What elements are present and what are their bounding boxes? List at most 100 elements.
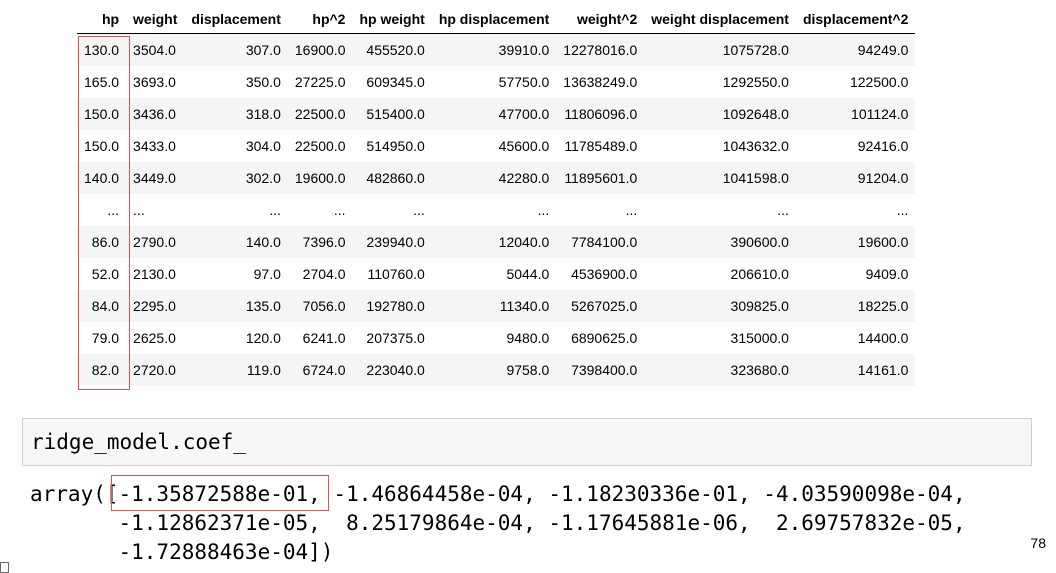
table-cell: 97.0 [184,258,288,290]
column-header: displacement^2 [795,5,916,34]
table-cell: 2720.0 [126,354,185,386]
table-cell: 223040.0 [352,354,432,386]
table-cell: 307.0 [184,33,288,66]
table-cell: 6890625.0 [556,322,645,354]
table-row: 84.0 2295.0 135.0 7056.0 192780.0 11340.0 5267… [77,290,916,322]
dataframe-table: hp weight displacement hp^2 hp weight hp disp… [77,5,916,386]
table-cell: 455520.0 [352,33,432,66]
table-cell: 3504.0 [126,33,185,66]
table-cell: 101124.0 [795,98,916,130]
table-cell: 4536900.0 [556,258,645,290]
table-cell: 1075728.0 [644,33,796,66]
table-cell: 39910.0 [431,33,557,66]
table-cell: 120.0 [184,322,288,354]
table-cell: 7784100.0 [556,226,645,258]
column-header: weight [126,5,185,34]
table-cell: 22500.0 [287,98,353,130]
table-row: ........................... [77,194,916,226]
table-row: 79.0 2625.0 120.0 6241.0 207375.0 9480.0 68906… [77,322,916,354]
table-cell: 5267025.0 [556,290,645,322]
table-cell: 12278016.0 [556,33,645,66]
table-cell: 3436.0 [126,98,185,130]
table-cell: 514950.0 [352,130,432,162]
table-cell: 130.0 [77,33,127,66]
table-cell: 57750.0 [431,66,557,98]
table-cell: 14400.0 [795,322,916,354]
table-cell: 122500.0 [795,66,916,98]
table-cell: 119.0 [184,354,288,386]
table-cell: 11785489.0 [556,130,645,162]
table-cell: 19600.0 [795,226,916,258]
table-cell: 19600.0 [287,162,353,194]
table-cell: 239940.0 [352,226,432,258]
table-cell: 482860.0 [352,162,432,194]
table-cell: 9758.0 [431,354,557,386]
table-cell: 11895601.0 [556,162,645,194]
table-cell: 150.0 [77,98,127,130]
table-cell: ... [431,194,557,226]
table-cell: 42280.0 [431,162,557,194]
table-cell: 3449.0 [126,162,185,194]
table-cell: 9409.0 [795,258,916,290]
table-cell: 315000.0 [644,322,796,354]
table-cell: 2295.0 [126,290,185,322]
table-cell: 2130.0 [126,258,185,290]
table-cell: 309825.0 [644,290,796,322]
output-line: -1.72888463e-04]) [30,540,334,564]
table-cell: ... [184,194,288,226]
table-cell: 2625.0 [126,322,185,354]
column-header: weight displacement [644,5,796,34]
corner-icon [0,562,9,573]
table-cell: 302.0 [184,162,288,194]
table-cell: 7396.0 [287,226,353,258]
table-cell: 16900.0 [287,33,353,66]
table-cell: 140.0 [77,162,127,194]
table-cell: ... [352,194,432,226]
table-cell: 79.0 [77,322,127,354]
table-cell: 82.0 [77,354,127,386]
table-cell: 5044.0 [431,258,557,290]
table-cell: 304.0 [184,130,288,162]
table-cell: ... [556,194,645,226]
table-cell: 515400.0 [352,98,432,130]
column-header: hp^2 [287,5,353,34]
table-body: 130.0 3504.0 307.0 16900.0 455520.0 39910.0 12… [77,33,916,386]
table-cell: 2704.0 [287,258,353,290]
table-cell: 390600.0 [644,226,796,258]
table-cell: 1041598.0 [644,162,796,194]
table-row: 86.0 2790.0 140.0 7396.0 239940.0 12040.0 7784… [77,226,916,258]
output-line: -1.12862371e-05, 8.25179864e-04, -1.1764… [30,511,966,535]
table-cell: 7398400.0 [556,354,645,386]
table-cell: 192780.0 [352,290,432,322]
column-header: hp weight [352,5,432,34]
table-cell: 11340.0 [431,290,557,322]
code-cell-input[interactable]: ridge_model.coef_ [22,418,1032,466]
table-cell: 165.0 [77,66,127,98]
table-cell: 318.0 [184,98,288,130]
code-cell-output: array([-1.35872588e-01, -1.46864458e-04,… [30,480,966,567]
table-cell: 7056.0 [287,290,353,322]
table-cell: 135.0 [184,290,288,322]
table-cell: 6241.0 [287,322,353,354]
table-cell: 1292550.0 [644,66,796,98]
column-header: displacement [184,5,288,34]
table-cell: 323680.0 [644,354,796,386]
table-cell: 1043632.0 [644,130,796,162]
table-cell: 14161.0 [795,354,916,386]
table-cell: 206610.0 [644,258,796,290]
table-cell: 52.0 [77,258,127,290]
column-header: weight^2 [556,5,645,34]
table-cell: 13638249.0 [556,66,645,98]
table-cell: 18225.0 [795,290,916,322]
table-cell: 22500.0 [287,130,353,162]
table-cell: 86.0 [77,226,127,258]
output-line: array([-1.35872588e-01, -1.46864458e-04,… [30,482,966,506]
table-cell: 207375.0 [352,322,432,354]
table-cell: 3433.0 [126,130,185,162]
table-cell: 47700.0 [431,98,557,130]
table-cell: 3693.0 [126,66,185,98]
table-cell: ... [126,194,185,226]
table-cell: 45600.0 [431,130,557,162]
table-row: 150.0 3433.0 304.0 22500.0 514950.0 45600.0 11… [77,130,916,162]
table-cell: ... [795,194,916,226]
